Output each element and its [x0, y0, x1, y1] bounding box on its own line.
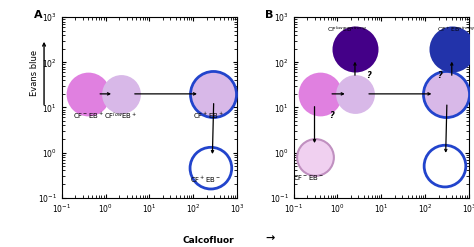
Text: Calcofluor: Calcofluor	[183, 236, 234, 245]
Text: CF$^{low}$EB$^+$: CF$^{low}$EB$^+$	[104, 111, 137, 122]
Point	[316, 92, 324, 96]
Point	[448, 47, 456, 51]
Point	[311, 155, 319, 159]
Point	[207, 166, 215, 170]
Text: CF$^+$EB$^-$: CF$^+$EB$^-$	[190, 175, 221, 185]
Text: CF$^{low}$EB$^{strong}$: CF$^{low}$EB$^{strong}$	[327, 25, 366, 34]
Text: Evans blue: Evans blue	[30, 50, 39, 96]
Text: →: →	[265, 233, 275, 243]
Text: ?: ?	[329, 111, 334, 120]
Point	[351, 47, 359, 51]
Point	[117, 92, 124, 96]
Text: CF$^-$EB$^-$: CF$^-$EB$^-$	[293, 173, 324, 182]
Point	[441, 164, 449, 168]
Text: B: B	[265, 10, 274, 20]
Point	[351, 92, 359, 96]
Point	[209, 92, 217, 96]
Text: ?: ?	[438, 71, 442, 81]
Text: A: A	[34, 10, 42, 20]
Point	[84, 92, 92, 96]
Text: CF$^+$EB$^+$: CF$^+$EB$^+$	[193, 111, 224, 121]
Text: CF$^+$EB$^{strong}$: CF$^+$EB$^{strong}$	[437, 25, 474, 34]
Point	[443, 92, 450, 96]
Text: ?: ?	[366, 71, 371, 81]
Text: CF$^-$EB$^+$: CF$^-$EB$^+$	[73, 111, 104, 121]
